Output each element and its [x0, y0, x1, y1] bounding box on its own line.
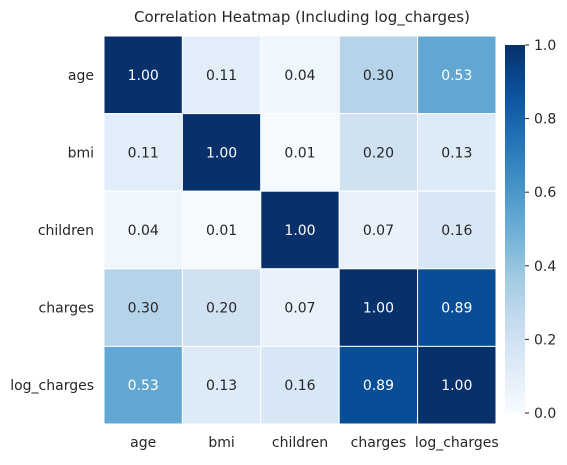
heatmap-cell — [181, 190, 262, 270]
x-tick-label: children — [272, 435, 328, 451]
cell-value-label: 0.30 — [128, 301, 159, 317]
heatmap-cell — [181, 268, 262, 347]
cell-value-label: 0.04 — [128, 223, 159, 239]
cell-value-label: 0.01 — [206, 223, 237, 239]
cell-value-label: 0.16 — [441, 223, 472, 239]
y-axis-tick-labels: age bmi children charges log_charges — [10, 68, 94, 394]
heatmap-cell — [338, 268, 419, 347]
cell-value-label: 0.11 — [206, 68, 237, 84]
heatmap-cell — [417, 345, 497, 425]
cell-value-label: 0.89 — [441, 301, 472, 317]
x-tick-label: charges — [351, 435, 406, 451]
cell-value-label: 0.13 — [206, 378, 237, 394]
colorbar-tick-label: 0.4 — [534, 259, 556, 275]
cell-value-label: 0.07 — [363, 223, 394, 239]
cell-value-label: 0.20 — [363, 145, 394, 161]
y-tick-label: log_charges — [10, 378, 94, 394]
heatmap-cells: 1.00 0.11 0.04 0.30 0.53 0.11 1.00 0.01 0.20 0.13… — [103, 35, 497, 425]
heatmap-cell — [338, 35, 419, 115]
cell-value-label: 0.01 — [284, 145, 315, 161]
heatmap-cell — [260, 345, 340, 425]
colorbar-tick-label: 0.2 — [534, 332, 556, 348]
cell-value-label: 1.00 — [441, 378, 472, 394]
cell-value-label: 0.07 — [284, 301, 315, 317]
cell-value-label: 0.11 — [128, 145, 159, 161]
cell-value-label: 0.53 — [441, 68, 472, 84]
y-tick-label: children — [38, 223, 94, 239]
heatmap-cell — [103, 268, 183, 347]
heatmap-cell — [260, 190, 340, 270]
colorbar-tick-label: 0.8 — [534, 112, 556, 128]
x-tick-label: age — [130, 435, 156, 451]
colorbar-tick-label: 0.0 — [534, 406, 556, 422]
heatmap-cell — [181, 345, 262, 425]
x-axis-tick-labels: age bmi children charges log_charges — [130, 435, 499, 451]
chart-title: Correlation Heatmap (Including log_charg… — [134, 8, 470, 27]
heatmap-cell — [417, 268, 497, 347]
heatmap-cell — [417, 113, 497, 192]
cell-value-label: 1.00 — [363, 301, 394, 317]
heatmap-cell — [103, 35, 183, 115]
y-tick-label: age — [68, 68, 94, 84]
heatmap-cell — [417, 35, 497, 115]
heatmap-cell — [103, 345, 183, 425]
cell-value-label: 0.53 — [128, 378, 159, 394]
x-tick-label: log_charges — [415, 435, 499, 451]
cell-value-label: 0.20 — [206, 301, 237, 317]
heatmap-cell — [260, 113, 340, 192]
cell-value-label: 0.30 — [363, 68, 394, 84]
heatmap-cell — [181, 35, 262, 115]
cell-value-label: 1.00 — [206, 145, 237, 161]
heatmap-cell — [260, 35, 340, 115]
cell-value-label: 0.04 — [284, 68, 315, 84]
y-tick-label: charges — [39, 301, 94, 317]
cell-value-label: 0.16 — [284, 378, 315, 394]
cell-value-label: 1.00 — [128, 68, 159, 84]
y-tick-label: bmi — [68, 145, 94, 161]
heatmap-cell — [103, 113, 183, 192]
colorbar-tick-label: 0.6 — [534, 185, 556, 201]
colorbar: 0.0 0.2 0.4 0.6 0.8 1.0 — [505, 38, 556, 422]
colorbar-tick-label: 1.0 — [534, 38, 556, 54]
colorbar-gradient — [505, 45, 525, 413]
heatmap-cell — [417, 190, 497, 270]
cell-value-label: 1.00 — [284, 223, 315, 239]
heatmap-cell — [260, 268, 340, 347]
heatmap-cell — [338, 190, 419, 270]
cell-value-label: 0.89 — [363, 378, 394, 394]
cell-value-label: 0.13 — [441, 145, 472, 161]
x-tick-label: bmi — [208, 435, 234, 451]
